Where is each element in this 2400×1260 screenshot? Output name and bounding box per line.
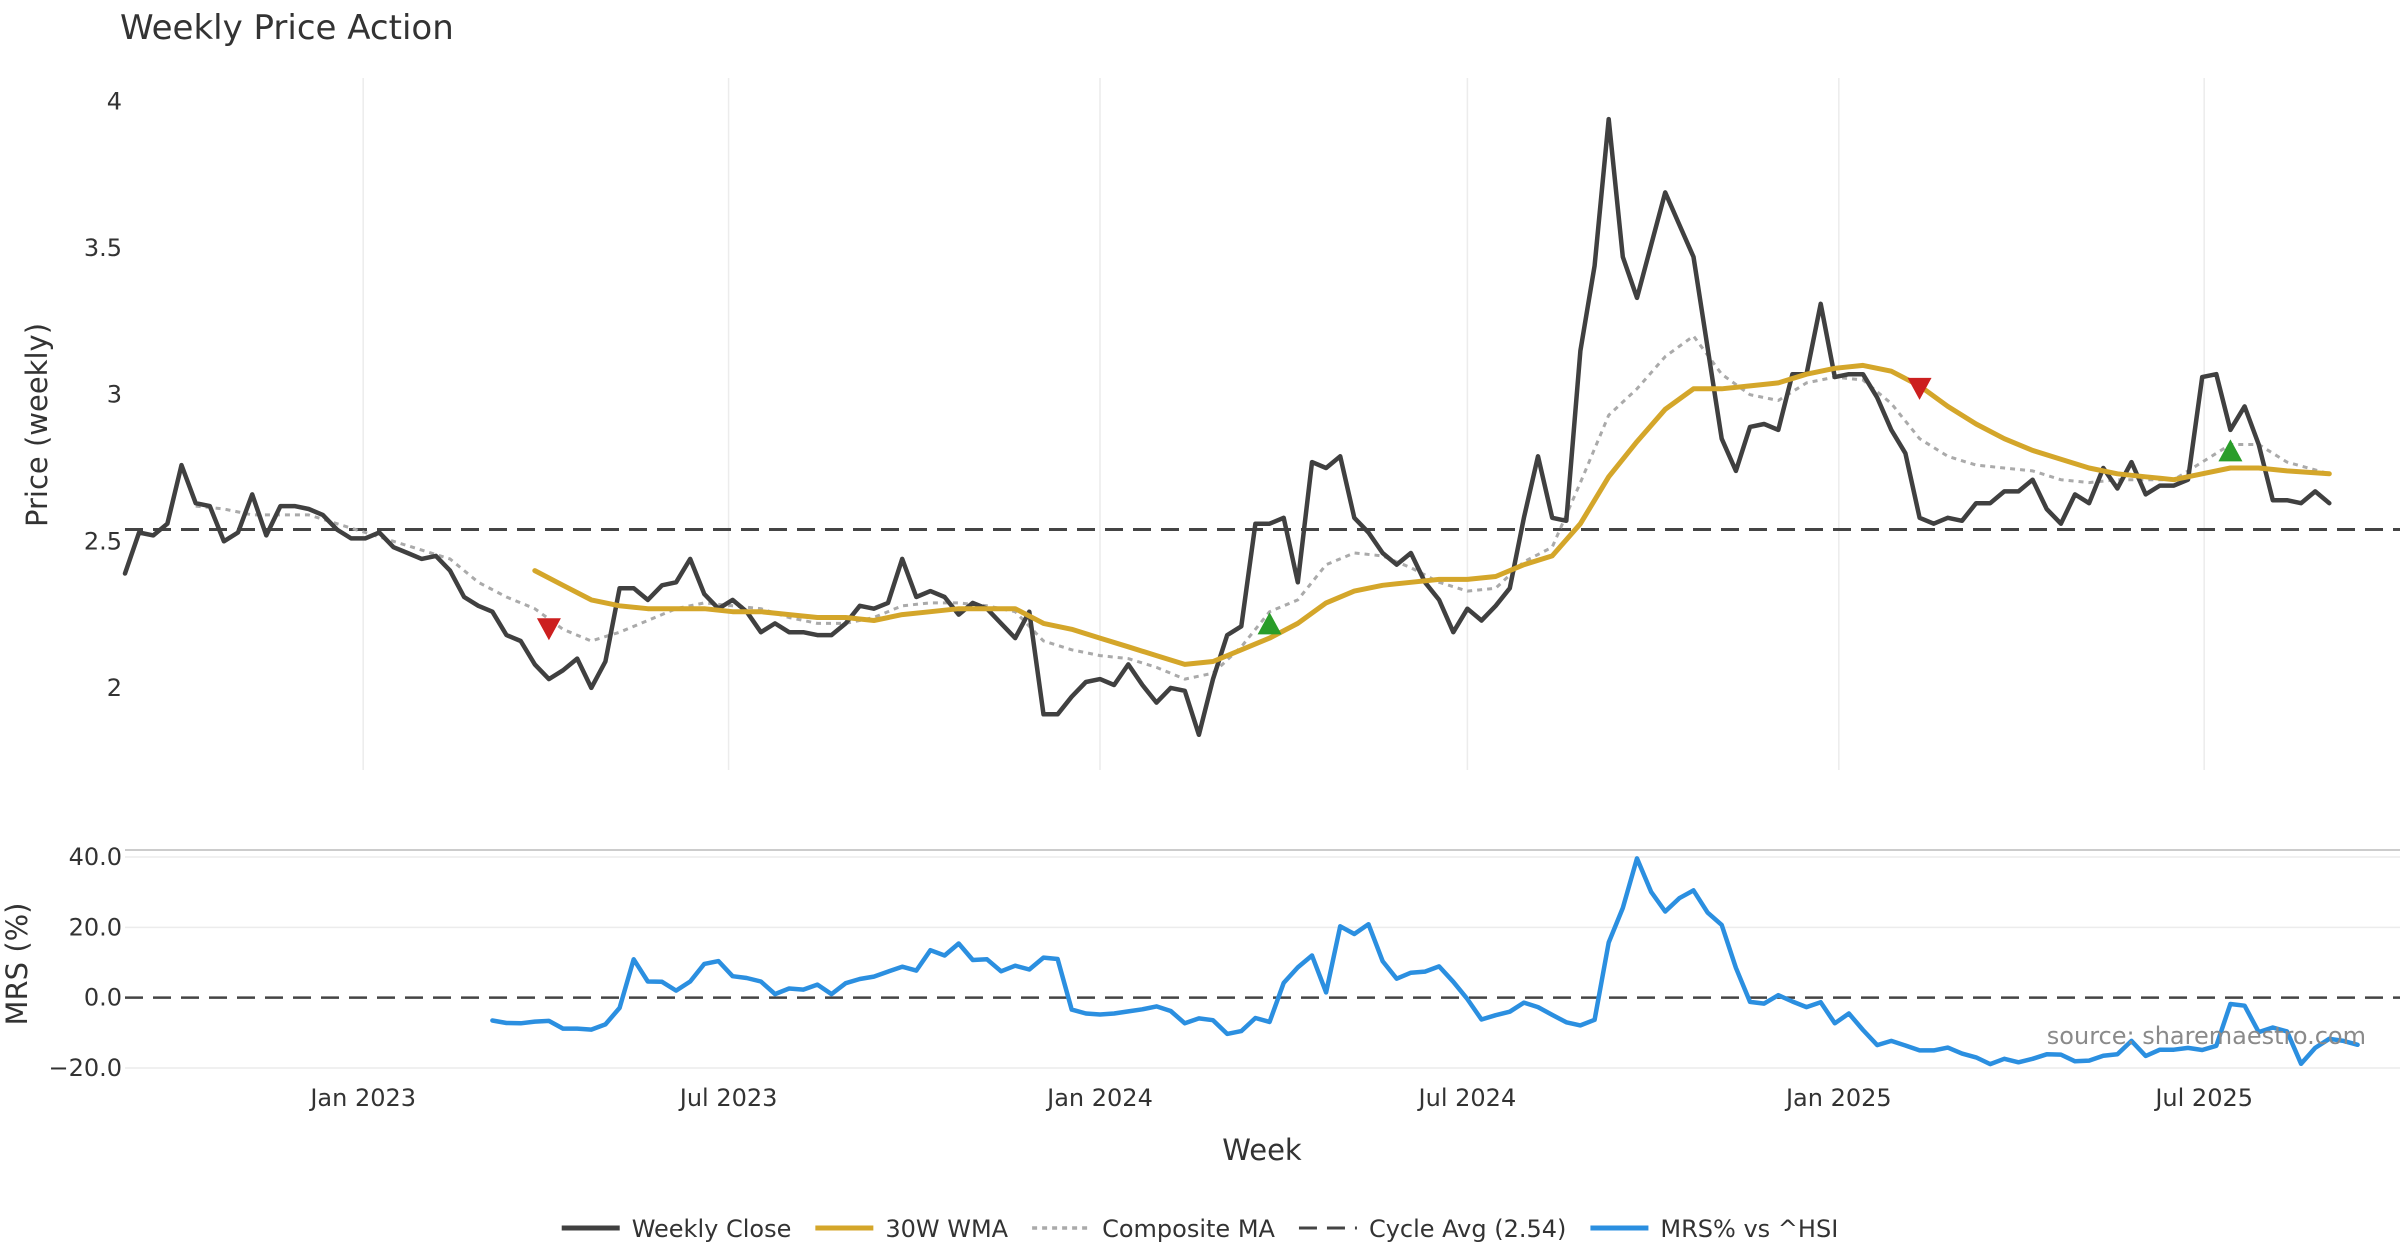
price-y-tick-3: 3 [107,381,122,409]
price-y-tick-2-5: 2.5 [84,527,122,555]
buy-signal-marker-4 [2218,439,2243,462]
mrs-y-tick-20-0: 20.0 [69,913,122,941]
legend-item-cycle-avg-2-54: Cycle Avg (2.54) [1298,1215,1566,1243]
legend-item-weekly-close: Weekly Close [561,1215,792,1243]
sell-signal-marker-1 [536,618,561,641]
mrs-y-ticks: 40.0 20.0 0.0 −20.0 [48,843,122,1082]
series-line-weekly-close [122,116,2332,738]
mrs-y-tick-20-0: −20.0 [48,1054,122,1082]
price-gridlines [362,78,2205,770]
sell-signal-marker-3 [1907,377,1932,400]
mrs-y-tick-0-0: 0.0 [84,984,122,1012]
price-y-axis-label: Price (weekly) [20,323,54,527]
price-series-group [122,116,2400,738]
mrs-y-tick-40-0: 40.0 [69,843,122,871]
legend-label-mrs-vs-hsi: MRS% vs ^HSI [1660,1215,1838,1243]
signal-markers [536,377,2243,641]
mrs-series-group [125,856,2400,1067]
legend-item-composite-ma: Composite MA [1032,1215,1276,1243]
legend-label-cycle-avg-2-54: Cycle Avg (2.54) [1369,1215,1566,1243]
chart-legend: Weekly Close 30W WMA Composite MA Cycle Avg… [561,1215,1838,1243]
legend-label-30w-wma: 30W WMA [885,1215,1008,1243]
x-tick-label-jul-2023: Jul 2023 [678,1084,778,1112]
legend-label-composite-ma: Composite MA [1102,1215,1275,1243]
x-tick-label-jul-2024: Jul 2024 [1417,1084,1517,1112]
series-line-composite-ma [195,334,2330,681]
price-y-ticks: 2 2.5 3 3.5 4 [84,87,122,701]
chart-title: Weekly Price Action [120,8,454,48]
x-tick-label-jan-2024: Jan 2024 [1045,1084,1153,1112]
mrs-y-axis-label: MRS (%) [0,903,34,1026]
series-line-mrs-vs-hsi [490,856,2360,1067]
x-tick-label-jul-2025: Jul 2025 [2153,1084,2253,1112]
legend-item-30w-wma: 30W WMA [815,1215,1009,1243]
mrs-gridlines [125,856,2400,1069]
x-tick-label-jan-2025: Jan 2025 [1784,1084,1892,1112]
legend-item-mrs-vs-hsi: MRS% vs ^HSI [1590,1215,1838,1243]
price-y-tick-4: 4 [107,87,122,115]
series-line-30w-wma [532,362,2332,667]
legend-label-weekly-close: Weekly Close [632,1215,792,1243]
x-tick-label-jan-2023: Jan 2023 [308,1084,416,1112]
price-y-tick-3-5: 3.5 [84,234,122,262]
x-ticks: Jan 2023 Jul 2023 Jan 2024 Jul 2024 Jan 2025… [308,1084,2253,1112]
source-attribution: source: sharemaestro.com [2047,1022,2366,1050]
buy-signal-marker-2 [1257,612,1282,635]
price-y-tick-2: 2 [107,674,122,702]
x-axis-label: Week [1222,1133,1302,1167]
